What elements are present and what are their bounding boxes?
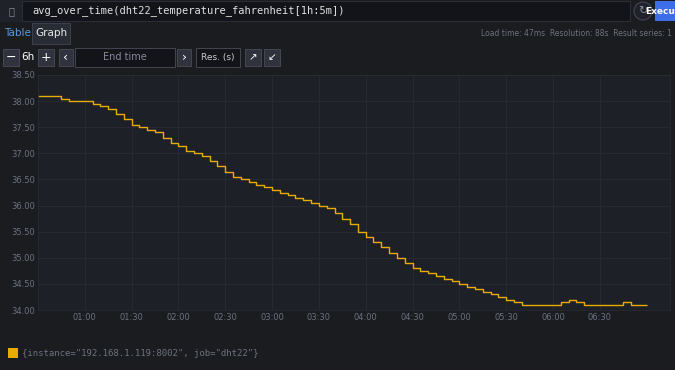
Text: ‹: ‹ bbox=[63, 51, 68, 64]
Text: Table: Table bbox=[5, 28, 32, 38]
FancyBboxPatch shape bbox=[22, 1, 630, 21]
Text: ›: › bbox=[182, 51, 186, 64]
Text: avg_over_time(dht22_temperature_fahrenheit[1h:5m]): avg_over_time(dht22_temperature_fahrenhe… bbox=[32, 6, 344, 16]
Text: 🔍: 🔍 bbox=[8, 6, 14, 16]
FancyBboxPatch shape bbox=[59, 49, 73, 66]
FancyBboxPatch shape bbox=[245, 49, 261, 66]
FancyBboxPatch shape bbox=[3, 49, 19, 66]
FancyBboxPatch shape bbox=[75, 48, 175, 67]
FancyBboxPatch shape bbox=[38, 49, 54, 66]
Text: End time: End time bbox=[103, 53, 147, 63]
Text: ↗: ↗ bbox=[248, 53, 257, 63]
Text: Load time: 47ms  Resolution: 88s  Result series: 1: Load time: 47ms Resolution: 88s Result s… bbox=[481, 29, 672, 38]
FancyBboxPatch shape bbox=[32, 23, 70, 44]
Text: ↙: ↙ bbox=[267, 53, 276, 63]
Text: ↻: ↻ bbox=[639, 6, 648, 16]
Text: Res. (s): Res. (s) bbox=[201, 53, 235, 62]
Text: +: + bbox=[40, 51, 51, 64]
Text: −: − bbox=[6, 51, 16, 64]
Text: {instance="192.168.1.119:8002", job="dht22"}: {instance="192.168.1.119:8002", job="dht… bbox=[22, 349, 259, 357]
FancyBboxPatch shape bbox=[655, 1, 675, 21]
FancyBboxPatch shape bbox=[196, 48, 240, 67]
Circle shape bbox=[634, 2, 652, 20]
FancyBboxPatch shape bbox=[8, 348, 18, 358]
FancyBboxPatch shape bbox=[264, 49, 280, 66]
FancyBboxPatch shape bbox=[177, 49, 191, 66]
Text: Execute: Execute bbox=[645, 7, 675, 16]
Text: 6h: 6h bbox=[22, 53, 34, 63]
FancyBboxPatch shape bbox=[0, 0, 22, 22]
Text: Graph: Graph bbox=[35, 28, 67, 38]
